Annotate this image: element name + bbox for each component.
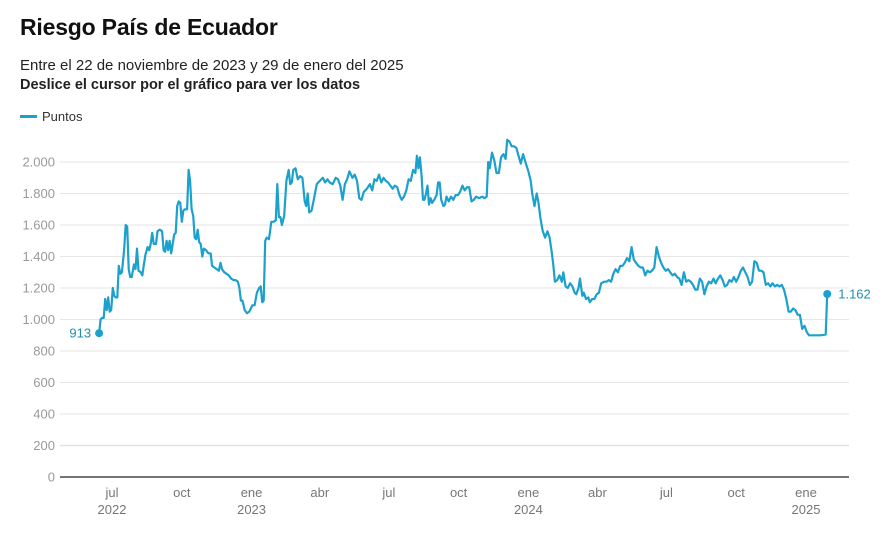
- x-tick-label: oct: [728, 485, 746, 500]
- y-tick-label: 800: [33, 344, 55, 359]
- x-tick-label: ene: [795, 485, 817, 500]
- y-tick-label: 600: [33, 375, 55, 390]
- legend-swatch-puntos: [20, 115, 37, 118]
- x-tick-label: abr: [588, 485, 607, 500]
- x-tick-label: jul: [104, 485, 118, 500]
- x-tick-label: jul: [659, 485, 673, 500]
- x-tick-year-label: 2023: [237, 502, 266, 517]
- x-axis-ticks: jul 2022 oct ene 2023 abr jul oct ene 2024 abr jul o…: [98, 485, 821, 517]
- y-tick-label: 1.400: [22, 249, 55, 264]
- y-axis-ticks: 0 200 400 600 800 1.000 1.200 1.400 1.600 1.800 2.…: [22, 155, 55, 485]
- legend-label-puntos: Puntos: [42, 109, 83, 124]
- y-tick-label: 200: [33, 438, 55, 453]
- x-tick-label: ene: [518, 485, 540, 500]
- y-tick-label: 400: [33, 407, 55, 422]
- x-tick-year-label: 2025: [792, 502, 821, 517]
- end-point-marker[interactable]: [823, 289, 832, 298]
- x-tick-label: oct: [450, 485, 468, 500]
- x-tick-year-label: 2024: [514, 502, 543, 517]
- y-tick-label: 2.000: [22, 155, 55, 170]
- y-tick-label: 0: [48, 470, 55, 485]
- x-tick-label: jul: [381, 485, 395, 500]
- x-tick-year-label: 2022: [98, 502, 127, 517]
- y-tick-label: 1.000: [22, 312, 55, 327]
- chart-instruction: Deslice el cursor por el gráfico para ve…: [20, 77, 361, 93]
- end-point-label: 1.162: [838, 286, 871, 301]
- y-tick-label: 1.200: [22, 281, 55, 296]
- legend: Puntos: [20, 109, 82, 124]
- x-tick-label: oct: [173, 485, 191, 500]
- y-tick-label: 1.800: [22, 186, 55, 201]
- start-point-marker[interactable]: [95, 329, 104, 338]
- series-line-puntos[interactable]: [98, 138, 829, 337]
- chart-title: Riesgo País de Ecuador: [20, 14, 278, 40]
- x-tick-label: ene: [241, 485, 263, 500]
- y-tick-label: 1.600: [22, 218, 55, 233]
- start-point-label: 913: [69, 326, 91, 341]
- chart-subtitle: Entre el 22 de noviembre de 2023 y 29 de…: [20, 57, 404, 74]
- x-tick-label: abr: [310, 485, 329, 500]
